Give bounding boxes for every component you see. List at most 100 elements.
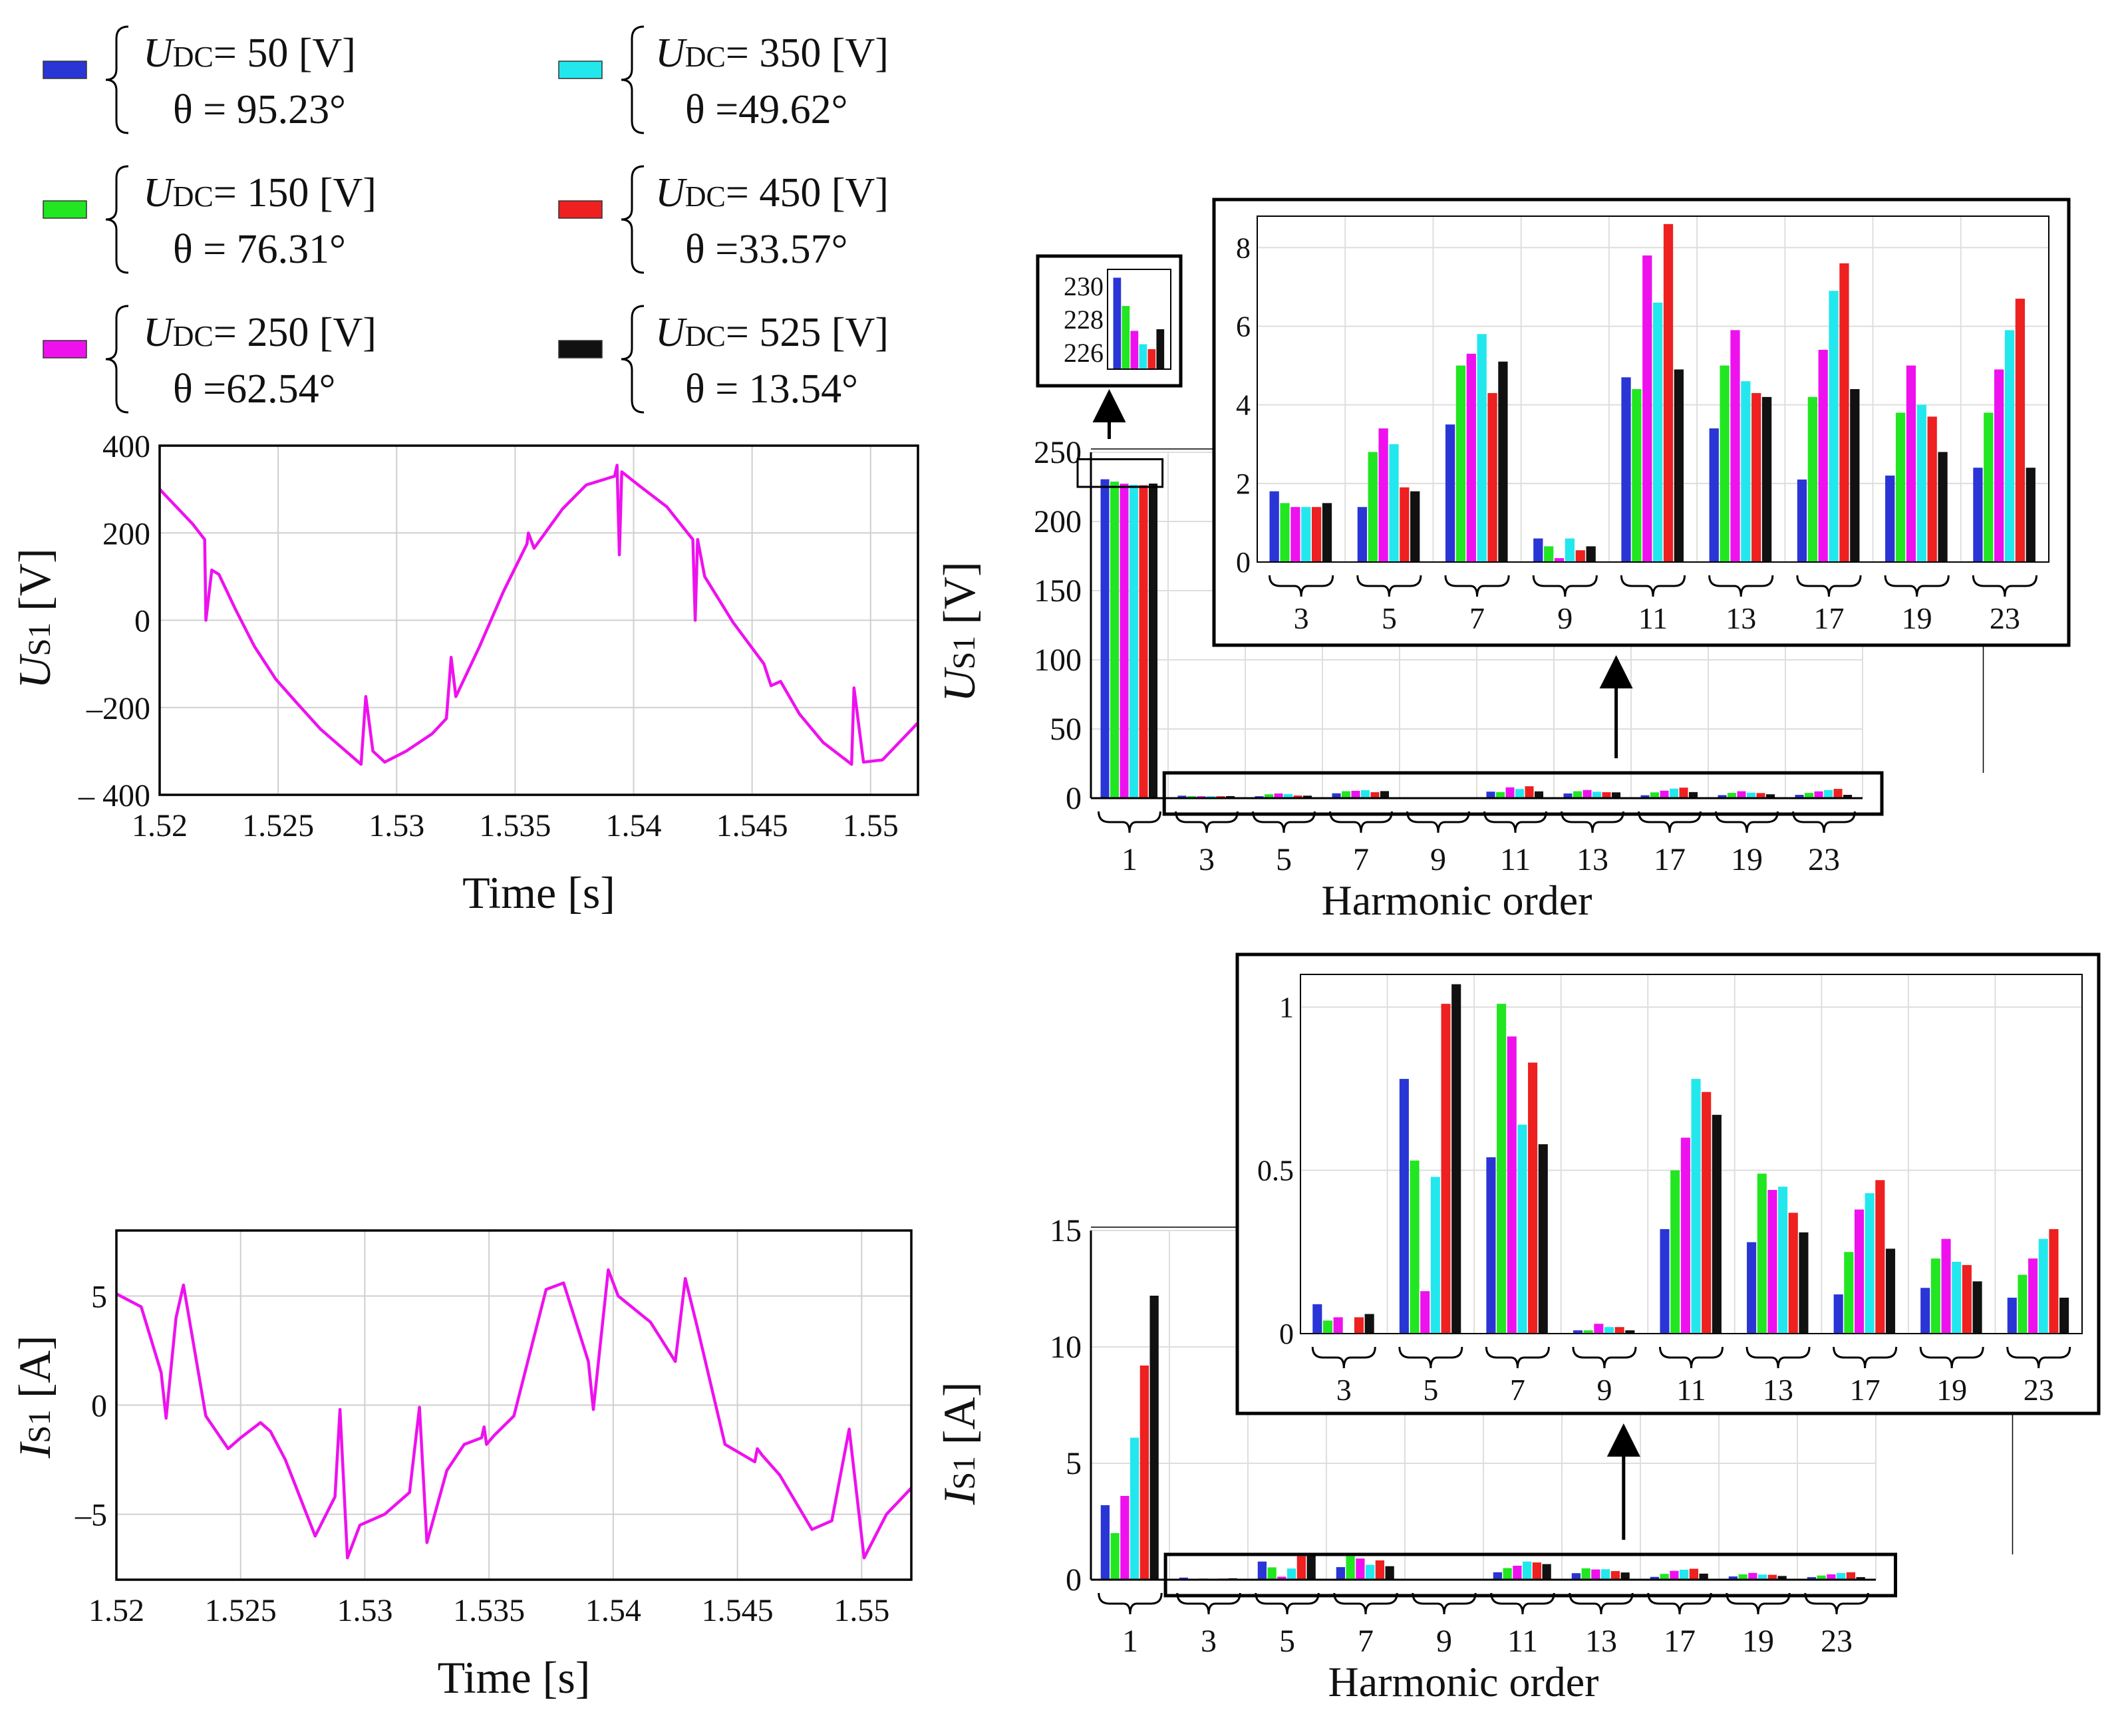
bar <box>1420 1291 1430 1334</box>
bar <box>1718 795 1727 798</box>
bar <box>1766 794 1775 798</box>
bar <box>1187 796 1197 798</box>
bar <box>1642 255 1652 562</box>
bar <box>1689 792 1698 798</box>
bar <box>1380 791 1390 798</box>
legend-item: UDC= 525 [V] θ = 13.54° <box>558 305 889 414</box>
bar <box>1575 550 1585 562</box>
bar <box>1563 793 1573 798</box>
bar <box>1973 468 1983 562</box>
bar <box>1747 1242 1757 1334</box>
signal-line <box>158 464 919 766</box>
bar <box>1906 365 1916 562</box>
bar <box>1632 389 1642 562</box>
bar <box>1357 507 1368 562</box>
x-tick-label: 1.52 <box>88 1593 144 1628</box>
bar <box>1927 416 1937 562</box>
legend-item: UDC= 350 [V] θ =49.62° <box>558 25 889 134</box>
category-brace <box>1176 1592 1241 1615</box>
bar <box>1120 484 1129 798</box>
bar <box>1356 1558 1365 1580</box>
bar <box>1147 349 1156 369</box>
bar <box>1650 792 1660 798</box>
x-tick-label: 17 <box>1654 842 1686 877</box>
bar <box>1149 1296 1159 1580</box>
bar <box>1984 412 1994 562</box>
x-tick-label: 23 <box>1821 1624 1853 1659</box>
bar <box>1670 788 1679 798</box>
x-tick-label: 23 <box>1808 842 1840 877</box>
bar <box>1818 349 1828 562</box>
category-brace <box>1255 1592 1320 1615</box>
x-tick-label: 13 <box>1763 1373 1793 1407</box>
bar <box>1542 1564 1551 1580</box>
bar <box>1962 1264 1972 1334</box>
y-tick-label: 0 <box>1236 546 1251 579</box>
bar <box>1741 381 1751 562</box>
bar <box>1368 452 1378 562</box>
category-brace <box>1444 575 1510 597</box>
category-brace <box>1333 1592 1398 1615</box>
bar <box>1523 1561 1532 1580</box>
legend-item: UDC= 150 [V] θ = 76.31° <box>43 165 377 274</box>
bar <box>1293 796 1302 798</box>
bar <box>1400 487 1410 562</box>
x-tick-label: 5 <box>1276 842 1292 877</box>
category-brace <box>1329 811 1393 833</box>
bar <box>1761 396 1772 562</box>
bar <box>1544 546 1554 562</box>
bar <box>1846 1572 1856 1580</box>
bar <box>1503 1568 1512 1580</box>
bar <box>1614 1327 1624 1334</box>
category-brace <box>1745 1346 1811 1369</box>
legend-swatch <box>558 200 603 219</box>
category-brace <box>1175 811 1239 833</box>
bar <box>1573 791 1583 798</box>
inset-plot-frame <box>1107 269 1171 370</box>
bar <box>1854 1209 1865 1334</box>
us1-time-plot: 1.52 1.525 1.53 1.535 1.54 1.545 1.55 – 400 –200… <box>9 429 919 918</box>
bar <box>1737 791 1746 798</box>
bar <box>1532 1562 1542 1580</box>
bar <box>1756 793 1765 798</box>
x-tick-label: 3 <box>1201 1624 1217 1659</box>
x-tick-label: 19 <box>1936 1373 1967 1407</box>
bar <box>1865 1193 1875 1334</box>
category-brace <box>1792 811 1856 833</box>
signal-line <box>115 1268 913 1560</box>
category-brace <box>1708 575 1774 597</box>
bar <box>1120 1496 1130 1580</box>
bar <box>1730 330 1740 562</box>
bar <box>1712 1115 1722 1334</box>
y-tick-label: 50 <box>1050 712 1082 747</box>
y-tick-label: 250 <box>1034 435 1082 470</box>
bar <box>1916 404 1926 562</box>
y-tick-label: 0 <box>1066 781 1082 816</box>
category-brace <box>1647 1592 1712 1615</box>
bar <box>1680 1137 1690 1334</box>
bar <box>2004 330 2015 562</box>
bar <box>1455 365 1466 562</box>
bar <box>1346 1556 1355 1580</box>
bar <box>2028 1258 2038 1334</box>
x-tick-label: 1.53 <box>369 808 424 843</box>
legend-brace <box>621 25 645 134</box>
bar <box>1130 1437 1139 1580</box>
bar <box>1691 1079 1701 1334</box>
bar <box>1805 793 1814 798</box>
x-tick-label: 1.53 <box>337 1593 392 1628</box>
bar <box>1177 796 1187 798</box>
is1-time-plot: 1.52 1.525 1.53 1.535 1.54 1.545 1.55 –5 0 5 Time … <box>9 1229 913 1703</box>
legend-brace <box>105 305 129 414</box>
bar <box>1149 484 1158 798</box>
legend-theta-text: θ =33.57° <box>685 227 847 272</box>
bar <box>1525 786 1534 798</box>
x-tick-label: 9 <box>1436 1624 1452 1659</box>
zoom-region-frame <box>1162 771 1884 816</box>
bar <box>1594 1324 1604 1334</box>
bar <box>1972 1281 1982 1334</box>
bar <box>1156 329 1165 369</box>
bar <box>1799 1232 1809 1334</box>
x-tick-label: 1.535 <box>479 808 551 843</box>
